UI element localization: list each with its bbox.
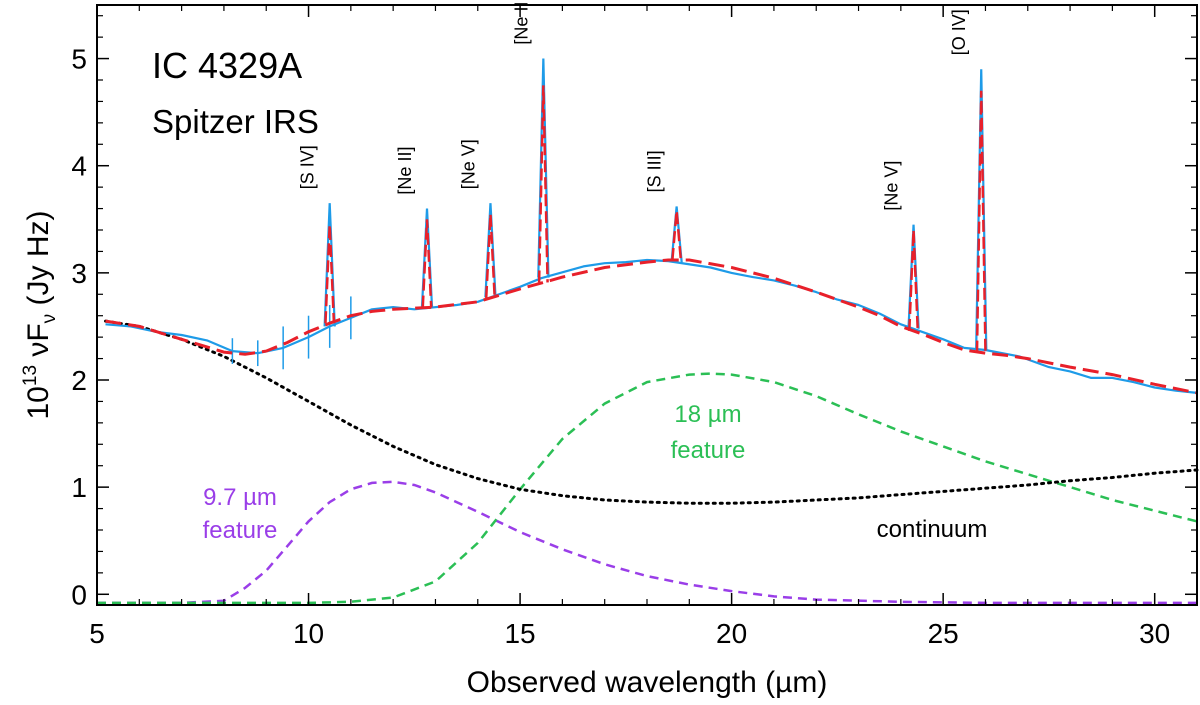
continuum-label: continuum bbox=[877, 516, 988, 543]
y-tick-label: 5 bbox=[71, 44, 87, 75]
y-axis-label-units: (Jy Hz) bbox=[22, 210, 55, 313]
series-feature-18um bbox=[97, 372, 1198, 605]
y-axis-label-exponent: 13 bbox=[20, 365, 41, 386]
x-tick-label: 25 bbox=[928, 618, 959, 649]
y-tick-label: 2 bbox=[71, 365, 87, 396]
chart-subtitle: Spitzer IRS bbox=[152, 103, 319, 140]
observed-spectrum-line bbox=[105, 258, 1198, 394]
model-emission-spike bbox=[975, 90, 987, 353]
feature-18-label-line1: 18 µm bbox=[674, 401, 741, 428]
x-tick-label: 30 bbox=[1139, 618, 1170, 649]
y-tick-label: 1 bbox=[71, 472, 87, 503]
emission-line-label: [Ne II] bbox=[395, 147, 415, 195]
y-tick-label: 4 bbox=[71, 151, 87, 182]
model-emission-spike bbox=[324, 224, 336, 324]
plot-area bbox=[97, 58, 1199, 605]
series-continuum bbox=[104, 319, 1199, 505]
emission-line-label: [Ne V] bbox=[882, 161, 902, 211]
y-tick-label: 0 bbox=[71, 579, 87, 610]
x-tick-label: 5 bbox=[89, 618, 105, 649]
x-axis-label: Observed wavelength (µm) bbox=[467, 666, 828, 699]
y-axis-label: 1013 νFν (Jy Hz) bbox=[20, 210, 60, 419]
emission-line-label: [S IV] bbox=[298, 145, 318, 189]
feature-97-label-line2: feature bbox=[203, 517, 278, 544]
x-tick-label: 15 bbox=[504, 618, 535, 649]
axis-ticks: 5 10 15 20 25 30 0 1 2 3 4 5 [S IV] [Ne II] [Ne V] [Ne … bbox=[71, 0, 1198, 649]
emission-line-label: [Ne V] bbox=[458, 139, 478, 189]
feature-97-label-line1: 9.7 µm bbox=[203, 484, 277, 511]
emission-line-label: [O IV] bbox=[949, 9, 969, 55]
x-tick-label: 10 bbox=[293, 618, 324, 649]
model-emission-spike bbox=[671, 210, 683, 261]
model-emission-spike bbox=[537, 85, 549, 283]
y-axis-label-subscript: ν bbox=[39, 314, 60, 324]
chart-title: IC 4329A bbox=[152, 45, 302, 86]
series-model-fit bbox=[105, 85, 1198, 395]
feature-18-label-line2: feature bbox=[671, 437, 746, 464]
x-tick-label: 20 bbox=[716, 618, 747, 649]
y-axis-label-quantity: νF bbox=[22, 323, 55, 365]
series-feature-97um bbox=[97, 480, 1197, 605]
model-emission-spike bbox=[421, 219, 433, 308]
model-fit-line bbox=[105, 258, 1198, 395]
emission-line-label: [S III] bbox=[645, 150, 665, 192]
y-tick-label: 3 bbox=[71, 258, 87, 289]
model-emission-spike bbox=[484, 213, 496, 298]
plot-frame bbox=[96, 4, 1198, 606]
y-axis-label-base: 10 bbox=[22, 386, 55, 419]
observed-emission-spike bbox=[670, 206, 683, 263]
emission-line-label: [Ne III] bbox=[511, 0, 531, 45]
